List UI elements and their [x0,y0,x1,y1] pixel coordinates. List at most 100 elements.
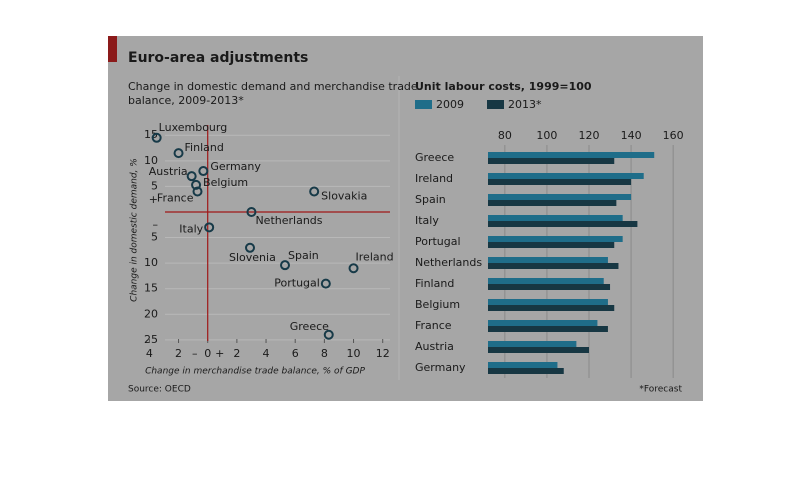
category-label: France [415,319,452,332]
point [320,278,331,289]
y-sign: + [149,193,158,206]
point [151,132,162,143]
category-label: Belgium [415,298,460,311]
point-label: Luxembourg [159,121,228,134]
x-tick-label: 80 [498,129,512,142]
x-tick-label: 4 [263,347,270,360]
bar [488,215,623,221]
point-label: Spain [288,249,319,262]
point-label: Slovenia [229,251,276,264]
bar [488,179,632,185]
legend-swatch [487,100,504,109]
x-tick-label: 10 [347,347,361,360]
x-tick-label: 6 [292,347,299,360]
x-tick-label: 100 [536,129,557,142]
point [204,222,215,233]
legend-label: 2013* [508,98,542,111]
bar [488,158,615,164]
category-label: Spain [415,193,446,206]
legend-swatch [415,100,432,109]
red-tab [108,36,117,62]
point-label: Finland [185,141,224,154]
point-label: Austria [149,165,188,178]
category-label: Portugal [415,235,461,248]
category-label: Finland [415,277,454,290]
bar [488,242,615,248]
bar [488,284,611,290]
point [280,260,290,271]
bar [488,347,589,353]
y-tick-label: 5 [151,179,158,192]
x-tick-label: 4 [146,347,153,360]
point-label: Italy [179,222,203,235]
x-sign: – [192,347,198,360]
point [246,206,257,217]
point [173,148,184,159]
point-label: Germany [210,160,261,173]
x-tick-label: 12 [376,347,390,360]
category-label: Netherlands [415,256,482,269]
subtitle: Change in domestic demand and merchandis… [128,80,418,93]
bar [488,263,619,269]
y-axis-label: Change in domestic demand, % [130,158,140,302]
point [245,242,255,253]
y-tick-label: 20 [144,307,158,320]
x-tick-label: 2 [233,347,240,360]
point-label: Netherlands [255,214,322,227]
point [323,329,334,340]
bar [488,236,623,242]
bar [488,326,608,332]
point [186,171,197,182]
x-tick-label: 8 [321,347,328,360]
category-label: Germany [415,361,466,374]
bar [488,152,655,158]
x-tick-label: 140 [621,129,642,142]
bar [488,341,577,347]
category-label: Ireland [415,172,453,185]
bar-title: Unit labour costs, 1999=100 [415,80,592,93]
point-label: Belgium [203,176,248,189]
point-label: France [157,192,194,205]
note: *Forecast [639,385,682,395]
point-label: Slovakia [321,190,367,203]
y-tick-label: 5 [151,231,158,244]
bar [488,200,617,206]
point-label: Portugal [274,277,320,290]
source: Source: OECD [128,385,191,395]
y-tick-label: 15 [144,128,158,141]
bar [488,221,638,227]
y-tick-label: 10 [144,256,158,269]
bar [488,173,644,179]
y-tick-label: 10 [144,154,158,167]
y-tick-label: 25 [144,333,158,346]
point [198,166,209,177]
x-tick-label: 0 [204,347,211,360]
x-tick-label: 160 [663,129,684,142]
bar [488,299,608,305]
point [191,179,202,190]
y-tick-label: 15 [144,282,158,295]
point [309,186,320,197]
category-label: Greece [415,151,454,164]
x-axis-label: Change in merchandise trade balance, % o… [145,367,365,377]
y-sign: – [153,218,159,231]
bar [488,305,615,311]
bar [488,368,564,374]
bar [488,257,608,263]
legend-label: 2009 [436,98,464,111]
bar [488,362,558,368]
bar [488,278,604,284]
title: Euro-area adjustments [128,50,308,66]
bar [488,194,632,200]
point-label: Greece [290,320,329,333]
point [348,263,359,274]
point-label: Ireland [356,250,394,263]
x-tick-label: 2 [175,347,182,360]
subtitle: balance, 2009-2013* [128,94,244,107]
category-label: Austria [415,340,454,353]
x-tick-label: 120 [579,129,600,142]
x-sign: + [215,347,224,360]
point [192,186,203,197]
